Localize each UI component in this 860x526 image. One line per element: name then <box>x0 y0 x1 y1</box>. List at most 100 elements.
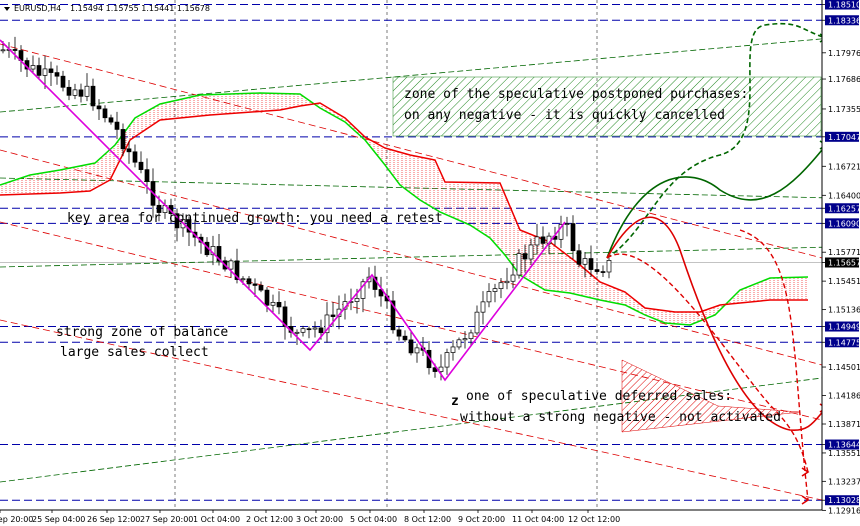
annotation-text: key area for continued growth: you need … <box>67 211 443 226</box>
candle-body <box>534 236 540 246</box>
candle-body <box>54 72 60 77</box>
candle-body <box>294 331 300 334</box>
annotation-text: without a strong negative - not activate… <box>460 410 781 425</box>
candle-body <box>66 86 72 96</box>
candle-body <box>60 75 66 88</box>
annotation-text: on any negative - it is quickly cancelle… <box>404 108 725 123</box>
forecast-arrowhead-icon <box>801 495 810 505</box>
candle <box>408 331 414 356</box>
price-label: 1.18336 <box>828 16 860 25</box>
candle <box>582 252 588 278</box>
candle <box>576 244 582 268</box>
candle <box>324 302 330 343</box>
candle <box>282 300 288 340</box>
ichimoku-cloud <box>0 92 809 326</box>
trend-line <box>0 246 833 268</box>
forecast-bull-path <box>606 144 827 259</box>
candle-body <box>48 68 54 73</box>
candle-body <box>516 253 522 276</box>
candle <box>42 55 48 90</box>
zigzag <box>0 39 566 382</box>
candle-body <box>504 280 510 284</box>
candle <box>48 61 54 87</box>
price-label: 1.16090 <box>828 219 860 228</box>
forecast-arrowhead-icon <box>801 467 810 477</box>
candle-body <box>594 269 600 272</box>
candle <box>312 321 318 338</box>
candle-body <box>90 85 96 107</box>
candle <box>228 258 234 278</box>
candle-body <box>588 258 594 270</box>
candle-body <box>354 298 360 302</box>
candle-body <box>156 204 162 213</box>
candle-body <box>606 260 612 273</box>
channel-line <box>0 319 823 501</box>
candle-body <box>492 288 498 292</box>
candle-body <box>312 327 318 330</box>
zones <box>392 76 822 433</box>
price-level-box <box>825 131 859 142</box>
candle-body <box>330 314 336 317</box>
channel-line <box>0 149 823 366</box>
candle-body <box>42 68 48 76</box>
forecast-bull-dashed-path <box>606 22 827 259</box>
candle <box>378 276 384 307</box>
price-label: 1.14775 <box>828 338 860 347</box>
candle <box>300 325 306 337</box>
candle-body <box>438 366 444 372</box>
price-level-box <box>825 15 859 26</box>
candle <box>186 216 192 247</box>
candle <box>84 73 90 102</box>
candle <box>588 245 594 277</box>
candle-body <box>228 260 234 270</box>
candle-body <box>570 223 576 252</box>
candle <box>594 262 600 275</box>
candle <box>102 105 108 123</box>
candle <box>534 223 540 255</box>
annotation-text: zone of the speculative postponed purcha… <box>404 87 748 102</box>
candle-body <box>408 339 414 354</box>
candle-body <box>258 285 264 291</box>
dropdown-triangle-icon[interactable] <box>4 7 10 11</box>
candle <box>540 226 546 249</box>
candle-body <box>486 291 492 303</box>
candle-body <box>114 121 120 130</box>
candle <box>132 144 138 168</box>
candle <box>90 78 96 111</box>
candle-body <box>96 105 102 110</box>
forecast-bear-path <box>606 216 827 431</box>
candle-body <box>78 89 84 97</box>
annotation-text: one of speculative deferred sales: <box>466 389 732 404</box>
price-label: 1.15451 <box>828 277 860 286</box>
candle-body <box>0 49 6 52</box>
chart-header: EURUSD,H4 1.15494 1.15755 1.15441 1.1567… <box>4 4 210 13</box>
candle-body <box>252 283 258 286</box>
candle-body <box>396 329 402 337</box>
candle <box>138 151 144 174</box>
candle <box>402 330 408 343</box>
candle <box>390 291 396 334</box>
price-level-box <box>825 321 859 332</box>
channel-line <box>0 43 823 259</box>
time-axis-background <box>0 510 822 526</box>
candle-body <box>324 314 330 334</box>
candle <box>570 215 576 260</box>
price-level-box <box>825 257 859 268</box>
candle <box>474 305 480 336</box>
candle <box>564 216 570 237</box>
forecast-bear-dashed-path <box>739 229 809 501</box>
candle <box>456 337 462 350</box>
price-label: 1.17976 <box>828 49 860 58</box>
candle-body <box>450 346 456 353</box>
candle-body <box>510 274 516 282</box>
time-label: 12 Oct 12:00 <box>568 515 620 524</box>
candle <box>516 249 522 279</box>
candle <box>510 263 516 289</box>
candle-body <box>528 244 534 260</box>
candle-body <box>270 301 276 306</box>
price-label: 1.14186 <box>828 392 860 401</box>
candle-body <box>72 89 78 96</box>
annotation-text: large sales collect <box>60 345 209 360</box>
candle-body <box>402 335 408 341</box>
